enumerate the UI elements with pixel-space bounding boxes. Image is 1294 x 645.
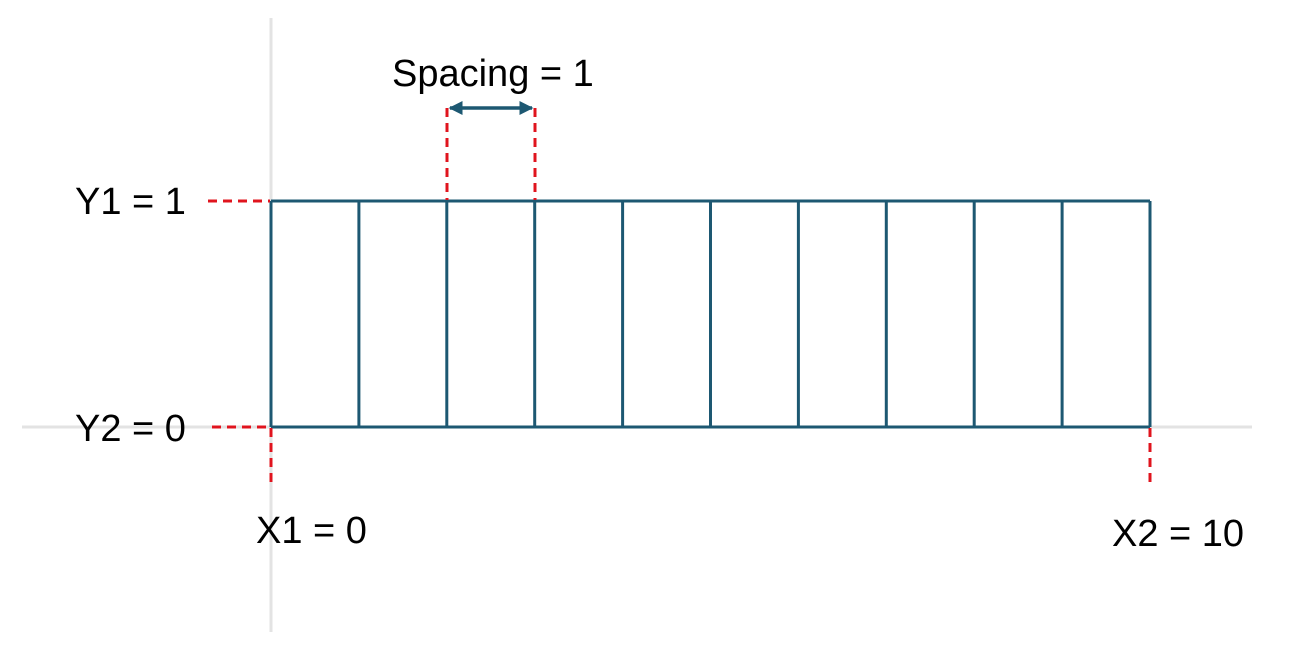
y2-label: Y2 = 0 (75, 408, 186, 450)
spacing-label: Spacing = 1 (392, 53, 594, 95)
guide-lines (208, 108, 1152, 486)
grid-lines (269, 199, 1152, 429)
y1-label: Y1 = 1 (75, 181, 186, 223)
x2-label: X2 = 10 (1112, 513, 1244, 555)
x1-label: X1 = 0 (256, 510, 367, 552)
